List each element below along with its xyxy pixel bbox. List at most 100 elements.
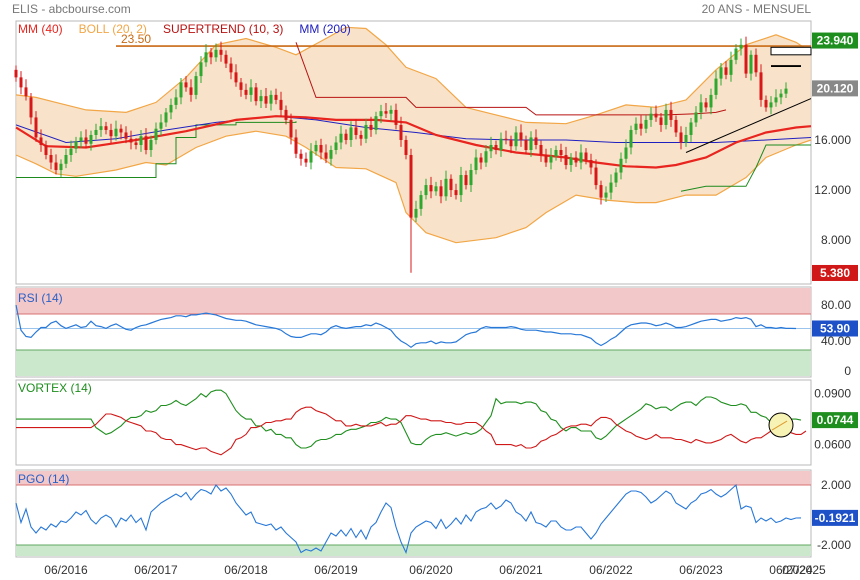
candle-body (129, 138, 133, 143)
candle-body (744, 44, 748, 74)
candle-body (314, 144, 318, 152)
candle-body (749, 54, 753, 74)
candle-body (604, 192, 608, 198)
candle-body (614, 172, 618, 183)
vortex-y-tick: 0.0900 (814, 387, 851, 401)
price-y-tick: 16.000 (814, 133, 851, 147)
candle-body (404, 139, 408, 156)
candle-body (594, 167, 598, 186)
candle-body (124, 132, 128, 139)
candle-body (94, 129, 98, 135)
candle-body (229, 63, 233, 73)
price-legend-item: MM (40) (18, 22, 63, 36)
rsi-tag: 53.90 (820, 321, 850, 335)
target-box (770, 46, 812, 56)
candle-body (499, 138, 503, 150)
candle-body (329, 149, 333, 159)
price-tag: 23.940 (817, 34, 854, 48)
candle-body (34, 117, 38, 138)
candle-body (529, 137, 533, 150)
candle-body (59, 163, 63, 171)
candle-body (319, 144, 323, 153)
candle-body (519, 132, 523, 140)
candle-body (664, 109, 668, 125)
candle-body (684, 134, 688, 143)
rsi-y-tick: 80.00 (821, 298, 851, 312)
candle-body (324, 152, 328, 159)
candle-body (634, 123, 638, 130)
candle-body (449, 178, 453, 191)
candle-body (444, 178, 448, 197)
candle-body (344, 133, 348, 140)
rsi-overbought-zone (16, 288, 811, 314)
bollinger-upper-line (15, 26, 812, 125)
candle-body (294, 137, 298, 154)
candle-body (734, 48, 738, 60)
candle-body (69, 148, 73, 156)
candle-body (624, 147, 628, 159)
pgo-tag-bg (812, 509, 858, 526)
candle-body (189, 87, 193, 95)
candle-body (494, 144, 498, 150)
candle-body (119, 128, 123, 133)
x-axis-tick: 06/2016 (44, 563, 88, 577)
price-legend-item: BOLL (20, 2) (79, 22, 147, 36)
candle-body (144, 136, 148, 150)
x-axis-tick: 06/2018 (224, 563, 268, 577)
candle-body (244, 89, 248, 95)
candle-body (179, 82, 183, 98)
vortex-highlight-mark (771, 420, 788, 431)
candle-body (699, 102, 703, 113)
candle-body (504, 138, 508, 140)
pgo-tag: -0.1921 (815, 511, 856, 525)
vortex-title: VORTEX (14) (18, 381, 92, 395)
panel-frame-vortex (15, 379, 812, 466)
candle-body (169, 104, 173, 113)
candle-body (279, 99, 283, 110)
candle-body (359, 134, 363, 139)
candle-body (54, 162, 58, 171)
candle-body (154, 128, 158, 140)
candle-body (569, 157, 573, 166)
level-label: 23.50 (121, 32, 151, 46)
vortex-tag: 0.0744 (817, 413, 854, 427)
candle-body (544, 155, 548, 163)
pgo-y-tick: -2.000 (817, 538, 851, 552)
supertrend-segment (295, 42, 727, 116)
candle-body (19, 77, 23, 88)
candle-body (619, 158, 623, 173)
candle-body (609, 182, 613, 193)
candle-body (689, 122, 693, 135)
candle-body (239, 82, 243, 90)
candle-body (354, 127, 358, 135)
candle-body (104, 126, 108, 130)
x-axis-tick: 06/2021 (499, 563, 543, 577)
candle-body (99, 126, 103, 130)
price-y-tick: 12.000 (814, 183, 851, 197)
x-axis-tick: 07/2025 (782, 563, 826, 577)
candle-body (214, 49, 218, 58)
candle-body (349, 127, 353, 140)
candle-body (424, 185, 428, 196)
candle-body (669, 109, 673, 120)
candle-body (334, 142, 338, 150)
candle-body (739, 44, 743, 49)
trendline (685, 98, 812, 153)
candle-body (774, 97, 778, 103)
candle-body (534, 137, 538, 145)
rsi-y-tick: 40.00 (821, 334, 851, 348)
candle-body (779, 93, 783, 98)
pgo-line (15, 483, 802, 555)
candle-body (209, 52, 213, 58)
price-legend-item: SUPERTREND (10, 3) (163, 22, 283, 36)
panels: 23.50 16.000 12.000 8.000 23.940 20.120 5.380 M… (14, 20, 858, 577)
candle-body (299, 153, 303, 159)
candle-body (74, 141, 78, 149)
vortex-line-plus (16, 389, 802, 449)
candle-body (469, 170, 473, 186)
price-y-tick: 8.000 (821, 233, 851, 247)
candle-body (409, 155, 413, 218)
candle-body (479, 157, 483, 163)
candle-body (694, 112, 698, 123)
